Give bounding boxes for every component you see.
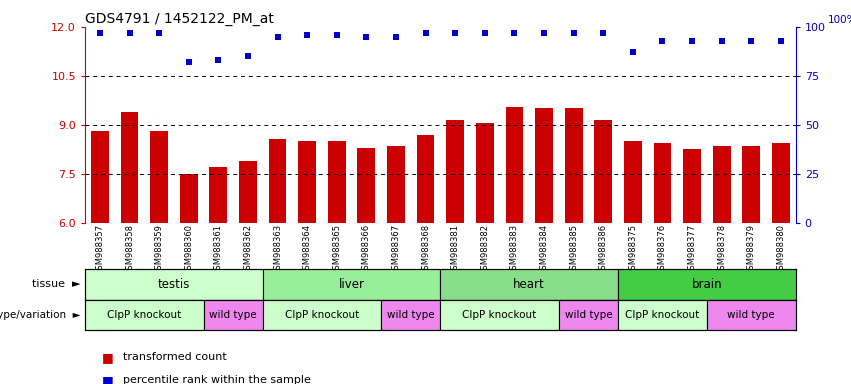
Bar [505, 107, 523, 223]
Text: testis: testis [157, 278, 190, 291]
Bar [624, 141, 642, 223]
FancyBboxPatch shape [263, 300, 381, 330]
FancyBboxPatch shape [707, 300, 796, 330]
FancyBboxPatch shape [381, 300, 441, 330]
Text: ClpP knockout: ClpP knockout [107, 310, 181, 320]
Bar [565, 109, 582, 223]
Bar [209, 167, 227, 223]
Bar [239, 161, 257, 223]
Point [567, 30, 580, 36]
Point [655, 38, 669, 44]
Text: GDS4791 / 1452122_PM_at: GDS4791 / 1452122_PM_at [85, 12, 274, 26]
Point [715, 38, 728, 44]
Point [597, 30, 610, 36]
Point [507, 30, 521, 36]
Bar [357, 147, 375, 223]
Bar [713, 146, 730, 223]
Bar [654, 143, 671, 223]
Bar [772, 143, 790, 223]
Point [300, 31, 314, 38]
Bar [594, 120, 612, 223]
Bar [121, 112, 139, 223]
Text: percentile rank within the sample: percentile rank within the sample [123, 375, 311, 384]
Text: transformed count: transformed count [123, 352, 227, 362]
Bar [180, 174, 197, 223]
Bar [417, 135, 435, 223]
Bar [387, 146, 405, 223]
Point [389, 34, 403, 40]
Text: genotype/variation  ►: genotype/variation ► [0, 310, 81, 320]
Point [182, 59, 196, 65]
Bar [91, 131, 109, 223]
Bar [446, 120, 464, 223]
Text: heart: heart [513, 278, 545, 291]
Text: ClpP knockout: ClpP knockout [285, 310, 359, 320]
FancyBboxPatch shape [441, 269, 618, 300]
Point [537, 30, 551, 36]
Text: ■: ■ [102, 374, 114, 384]
Text: wild type: wild type [209, 310, 257, 320]
Point [123, 30, 136, 36]
FancyBboxPatch shape [203, 300, 263, 330]
Bar [151, 131, 168, 223]
Text: wild type: wild type [728, 310, 775, 320]
Point [685, 38, 699, 44]
Point [626, 49, 640, 55]
Bar [269, 139, 287, 223]
Bar [476, 123, 494, 223]
Point [360, 34, 374, 40]
Bar [683, 149, 701, 223]
Text: wild type: wild type [564, 310, 612, 320]
FancyBboxPatch shape [263, 269, 441, 300]
Point [271, 34, 284, 40]
FancyBboxPatch shape [618, 300, 707, 330]
FancyBboxPatch shape [85, 300, 203, 330]
FancyBboxPatch shape [441, 300, 559, 330]
Point [241, 53, 254, 60]
Point [774, 38, 788, 44]
Text: tissue  ►: tissue ► [32, 279, 81, 289]
Text: brain: brain [692, 278, 722, 291]
Bar [535, 109, 553, 223]
FancyBboxPatch shape [618, 269, 796, 300]
Text: ClpP knockout: ClpP knockout [625, 310, 700, 320]
Bar [298, 141, 316, 223]
Text: 100%: 100% [828, 15, 851, 25]
Bar [328, 141, 346, 223]
Point [419, 30, 432, 36]
Point [93, 30, 106, 36]
Point [330, 31, 344, 38]
Point [745, 38, 758, 44]
Text: ClpP knockout: ClpP knockout [462, 310, 537, 320]
Point [212, 57, 226, 63]
Point [152, 30, 166, 36]
Text: wild type: wild type [387, 310, 435, 320]
Point [448, 30, 462, 36]
FancyBboxPatch shape [85, 269, 263, 300]
Bar [742, 146, 760, 223]
Text: liver: liver [339, 278, 364, 291]
Text: ■: ■ [102, 351, 114, 364]
Point [478, 30, 492, 36]
FancyBboxPatch shape [559, 300, 618, 330]
